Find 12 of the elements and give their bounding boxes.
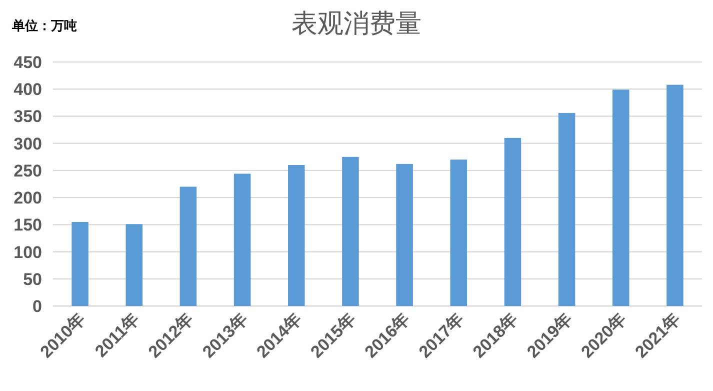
ytick: 450 bbox=[14, 53, 42, 72]
ytick: 0 bbox=[32, 297, 42, 316]
ytick: 300 bbox=[14, 134, 42, 154]
ytick: 150 bbox=[14, 216, 42, 235]
title: 表观消费量 bbox=[292, 9, 422, 38]
ytick: 350 bbox=[14, 107, 42, 126]
ytick: 250 bbox=[14, 161, 42, 180]
ytick: 200 bbox=[14, 188, 42, 208]
ytick: 50 bbox=[23, 270, 42, 289]
ytick: 100 bbox=[14, 242, 42, 262]
ytick: 400 bbox=[14, 80, 42, 100]
annotation: 单位：万吨 bbox=[12, 18, 77, 33]
